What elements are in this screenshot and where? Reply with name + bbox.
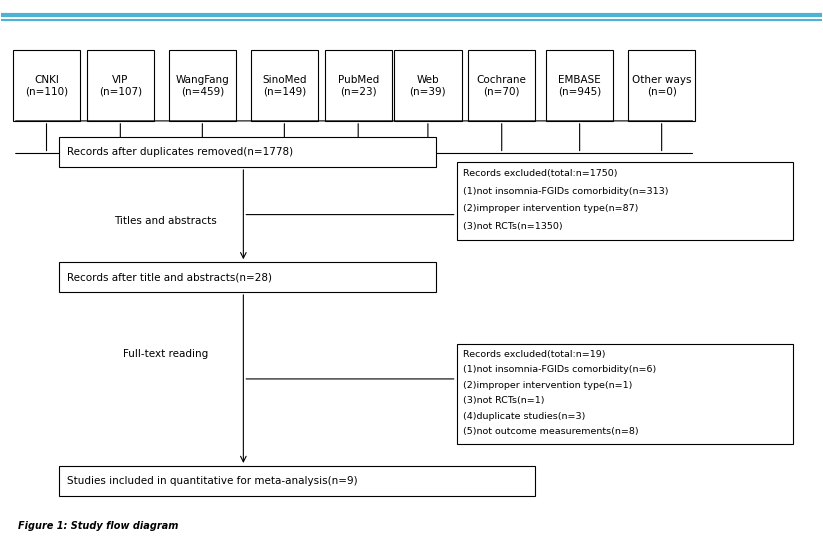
Text: Web
(n=39): Web (n=39) [410,75,446,97]
Text: PubMed
(n=23): PubMed (n=23) [337,75,379,97]
Text: (2)improper intervention type(n=87): (2)improper intervention type(n=87) [463,204,639,213]
FancyBboxPatch shape [58,466,534,496]
Text: Records after duplicates removed(n=1778): Records after duplicates removed(n=1778) [67,147,293,157]
Text: Records after title and abstracts(n=28): Records after title and abstracts(n=28) [67,272,272,282]
Text: (2)improper intervention type(n=1): (2)improper intervention type(n=1) [463,381,633,390]
Text: Studies included in quantitative for meta-analysis(n=9): Studies included in quantitative for met… [67,476,358,486]
Text: (5)not outcome measurements(n=8): (5)not outcome measurements(n=8) [463,428,639,436]
FancyBboxPatch shape [468,50,535,121]
FancyBboxPatch shape [86,50,154,121]
Text: CNKI
(n=110): CNKI (n=110) [25,75,68,97]
FancyBboxPatch shape [58,137,436,167]
Text: Titles and abstracts: Titles and abstracts [114,216,216,227]
Text: (1)not insomnia-FGIDs comorbidity(n=313): (1)not insomnia-FGIDs comorbidity(n=313) [463,187,668,196]
Text: Records excluded(total:n=19): Records excluded(total:n=19) [463,350,606,359]
FancyBboxPatch shape [324,50,392,121]
Text: Full-text reading: Full-text reading [123,349,208,359]
FancyBboxPatch shape [394,50,462,121]
Text: Records excluded(total:n=1750): Records excluded(total:n=1750) [463,169,618,179]
FancyBboxPatch shape [546,50,613,121]
Text: (3)not RCTs(n=1350): (3)not RCTs(n=1350) [463,222,563,231]
Text: SinoMed
(n=149): SinoMed (n=149) [262,75,307,97]
FancyBboxPatch shape [457,162,793,240]
FancyBboxPatch shape [251,50,318,121]
Text: VIP
(n=107): VIP (n=107) [99,75,142,97]
Text: Figure 1: Study flow diagram: Figure 1: Study flow diagram [18,521,178,531]
Text: Cochrane
(n=70): Cochrane (n=70) [477,75,527,97]
FancyBboxPatch shape [457,343,793,444]
Text: (1)not insomnia-FGIDs comorbidity(n=6): (1)not insomnia-FGIDs comorbidity(n=6) [463,365,657,375]
Text: Other ways
(n=0): Other ways (n=0) [632,75,691,97]
FancyBboxPatch shape [13,50,80,121]
FancyBboxPatch shape [58,262,436,292]
FancyBboxPatch shape [628,50,695,121]
Text: (4)duplicate studies(n=3): (4)duplicate studies(n=3) [463,412,585,421]
Text: WangFang
(n=459): WangFang (n=459) [175,75,230,97]
FancyBboxPatch shape [169,50,236,121]
Text: (3)not RCTs(n=1): (3)not RCTs(n=1) [463,396,545,405]
Text: EMBASE
(n=945): EMBASE (n=945) [558,75,602,97]
